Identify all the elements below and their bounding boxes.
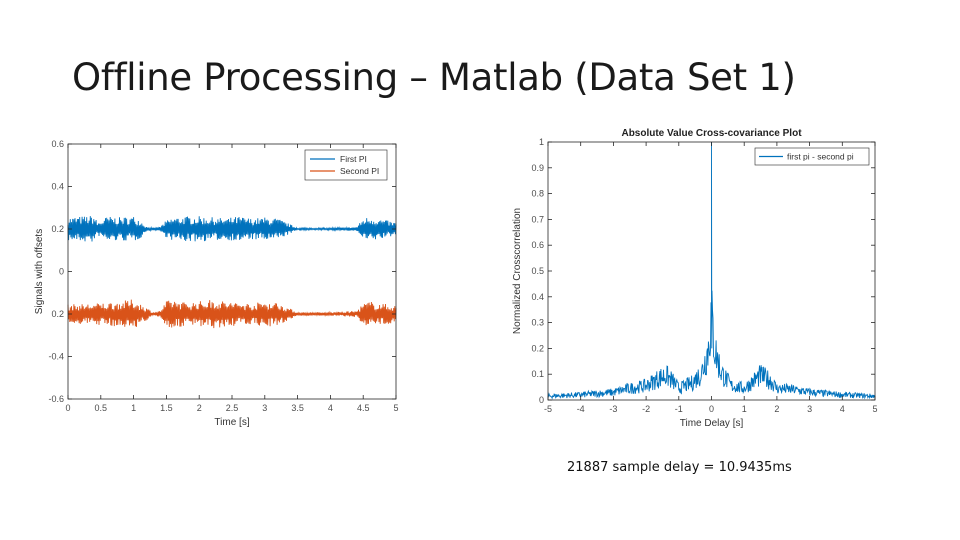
legend-label: First PI <box>340 154 367 164</box>
y-tick-label: 0.7 <box>531 214 544 224</box>
x-tick-label: -1 <box>675 404 683 414</box>
x-tick-label: 1.5 <box>160 403 173 413</box>
y-axis-label: Signals with offsets <box>34 229 45 314</box>
x-tick-label: 5 <box>872 404 877 414</box>
x-tick-label: -3 <box>609 404 617 414</box>
x-tick-label: 1 <box>131 403 136 413</box>
y-tick-label: 0.3 <box>531 318 544 328</box>
y-tick-label: 0.8 <box>531 189 544 199</box>
x-tick-label: 5 <box>393 403 398 413</box>
y-tick-label: 0.6 <box>51 139 64 149</box>
crosscov-chart: Absolute Value Cross-covariance Plot 1 0.9… <box>512 128 878 429</box>
series-line-first-pi <box>67 216 397 242</box>
x-tick-label: -4 <box>577 404 585 414</box>
x-tick-label: 1 <box>742 404 747 414</box>
x-tick-label: 3.5 <box>291 403 304 413</box>
y-tick-label: 0.2 <box>531 343 544 353</box>
y-tick-label: 1 <box>539 137 544 147</box>
x-tick-label: 3 <box>262 403 267 413</box>
x-tick-label: 3 <box>807 404 812 414</box>
y-axis-label: Normalized Crosscorrelation <box>512 208 523 334</box>
x-tick-label: 4.5 <box>357 403 370 413</box>
x-tick-label: 0 <box>65 403 70 413</box>
y-tick-label: 0.9 <box>531 163 544 173</box>
series-line-second-pi <box>67 299 397 329</box>
y-tick-label: 0.2 <box>51 224 64 234</box>
y-tick-label: -0.6 <box>48 394 64 404</box>
x-tick-label: -2 <box>642 404 650 414</box>
y-tick-label: 0.4 <box>531 292 544 302</box>
x-tick-label: 2 <box>774 404 779 414</box>
y-tick-label: 0 <box>59 267 64 277</box>
y-tick-label: 0 <box>539 395 544 405</box>
plot-frame <box>67 143 397 400</box>
x-axis-label: Time Delay [s] <box>680 418 744 429</box>
x-axis-label: Time [s] <box>214 417 249 428</box>
slide-title: Offline Processing – Matlab (Data Set 1) <box>72 56 796 99</box>
x-tick-label: 0 <box>709 404 714 414</box>
chart-title: Absolute Value Cross-covariance Plot <box>621 128 802 139</box>
delay-caption: 21887 sample delay = 10.9435ms <box>567 460 792 475</box>
x-tick-label: 2 <box>197 403 202 413</box>
legend-box <box>304 149 388 181</box>
y-tick-label: 0.4 <box>51 182 64 192</box>
y-tick-label: 0.5 <box>531 266 544 276</box>
x-tick-label: 0.5 <box>95 403 108 413</box>
series-line-crosscov <box>547 141 876 400</box>
x-tick-label: 4 <box>840 404 845 414</box>
x-tick-label: 4 <box>328 403 333 413</box>
signals-chart: 0.60.40.200.2-0.4-0.60 0.5 1 1.5 2 2.5 3 3.5 4 4.… <box>34 139 399 428</box>
y-tick-label: -0.4 <box>48 352 64 362</box>
legend-box <box>754 147 870 166</box>
x-tick-label: -5 <box>544 404 552 414</box>
y-tick-label: 0.2 <box>51 309 64 319</box>
x-tick-label: 2.5 <box>226 403 239 413</box>
legend-label: first pi - second pi <box>787 152 854 162</box>
y-tick-label: 0.6 <box>531 240 544 250</box>
legend-label: Second PI <box>340 166 379 176</box>
y-tick-label: 0.1 <box>531 369 544 379</box>
